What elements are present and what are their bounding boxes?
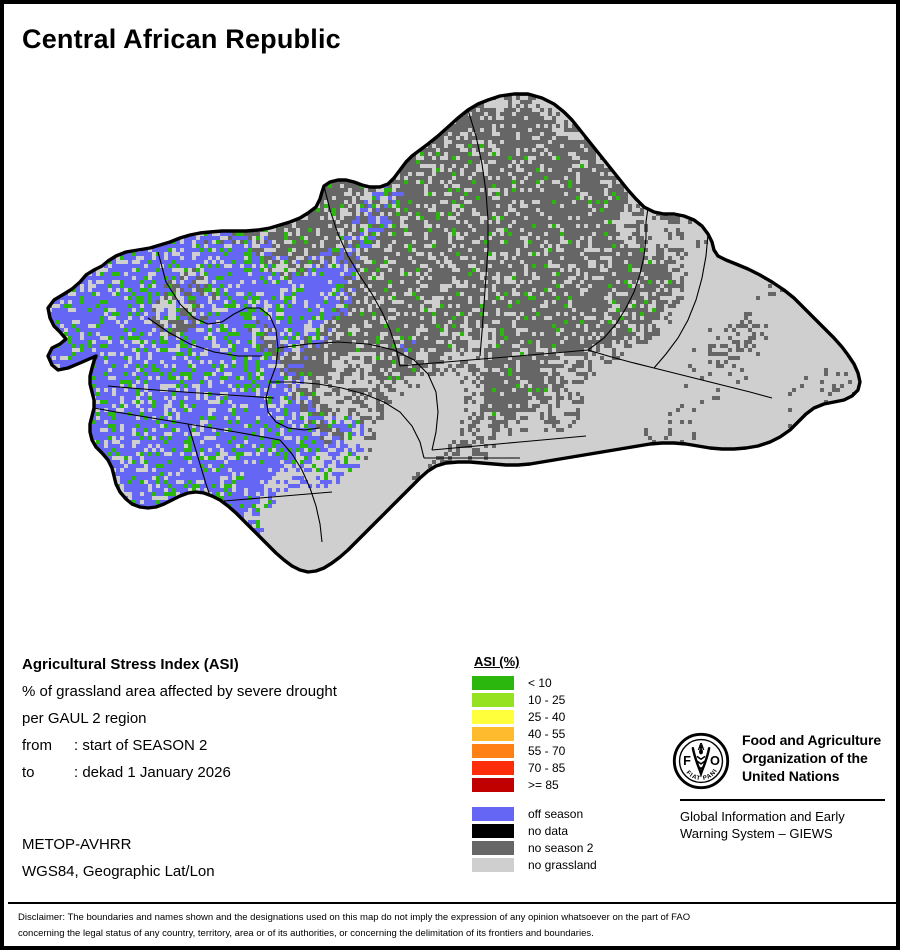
giews-line1: Global Information and Early — [680, 809, 845, 824]
status-legend-label: no grassland — [528, 857, 597, 872]
asi-subtitle: % of grassland area affected by severe d… — [22, 683, 337, 700]
asi-legend-class-label: 10 - 25 — [528, 693, 566, 707]
asi-legend-class-swatch — [472, 676, 514, 690]
fao-name-line1: Food and Agriculture — [742, 732, 882, 748]
asi-legend-class-swatch — [472, 727, 514, 741]
projection-label: WGS84, Geographic Lat/Lon — [22, 863, 215, 880]
giews-line2: Warning System – GIEWS — [680, 826, 833, 842]
asi-legend-class-swatch — [472, 744, 514, 758]
asi-legend-title: ASI (%) — [474, 654, 520, 669]
disclaimer: Disclaimer: The boundaries and names sho… — [18, 910, 890, 941]
asi-legend-class-row: 40 - 55 — [472, 726, 662, 742]
period-to-row: to : dekad 1 January 2026 — [22, 764, 452, 781]
asi-legend-class-label: >= 85 — [528, 778, 559, 792]
asi-legend-class-label: < 10 — [528, 676, 552, 690]
period-from-value: : start of SEASON 2 — [74, 737, 208, 754]
period-to-key: to — [22, 764, 35, 781]
status-legend-label: off season — [528, 806, 584, 821]
status-legend: off season no data no season 2 no grassland — [472, 805, 662, 873]
asi-legend-class-swatch — [472, 778, 514, 792]
giews-name: Global Information and Early Warning Sys… — [680, 808, 887, 843]
asi-legend-class-row: 55 - 70 — [472, 743, 662, 759]
disclaimer-line2: concerning the legal status of any count… — [18, 927, 594, 939]
status-legend-label: no season 2 — [528, 840, 594, 855]
asi-legend-class-row: 10 - 25 — [472, 692, 662, 708]
asi-legend-class-label: 40 - 55 — [528, 727, 566, 741]
asi-legend-class-row: 25 - 40 — [472, 709, 662, 725]
asi-legend-class-label: 25 - 40 — [528, 710, 566, 724]
disclaimer-line1: Disclaimer: The boundaries and names sho… — [18, 912, 691, 923]
fao-name-line3: United Nations — [742, 767, 840, 784]
status-legend-row: off season — [472, 805, 662, 822]
asi-legend-class-swatch — [472, 761, 514, 775]
fao-logo-icon: F A O FIAT PANIS — [672, 732, 730, 790]
info-block: Agricultural Stress Index (ASI) % of gra… — [22, 656, 452, 791]
status-legend-swatch — [472, 857, 514, 872]
status-legend-swatch — [472, 806, 514, 821]
status-legend-swatch — [472, 823, 514, 838]
disclaimer-divider — [8, 902, 900, 904]
asi-legend-class-label: 70 - 85 — [528, 761, 566, 775]
status-legend-label: no data — [528, 823, 569, 838]
status-legend-list: off season no data no season 2 no grassland — [472, 805, 662, 873]
asi-legend-class-label: 55 - 70 — [528, 744, 566, 758]
asi-legend-class-swatch — [472, 693, 514, 707]
map-canvas[interactable] — [8, 56, 900, 641]
fao-org-name: Food and Agriculture Organization of the… — [742, 732, 881, 785]
fao-header: F A O FIAT PANIS Food and Agriculture Or… — [672, 732, 887, 790]
asi-legend: ASI (%) < 10 10 - 25 25 - 40 40 - 55 55 - 70… — [472, 654, 662, 794]
asi-region-line: per GAUL 2 region — [22, 710, 147, 727]
map-svg[interactable] — [8, 56, 900, 641]
fao-name-line2: Organization of the — [742, 749, 868, 766]
map-admin-boundaries — [93, 109, 773, 543]
source-block: METOP-AVHRR WGS84, Geographic Lat/Lon — [22, 836, 452, 890]
status-legend-row: no grassland — [472, 856, 662, 873]
asi-legend-class-row: >= 85 — [472, 777, 662, 793]
fao-block: F A O FIAT PANIS Food and Agriculture Or… — [672, 732, 887, 843]
asi-legend-class-row: < 10 — [472, 675, 662, 691]
fao-divider — [680, 799, 885, 801]
period-from-key: from — [22, 737, 52, 754]
period-to-value: : dekad 1 January 2026 — [74, 764, 231, 781]
period-from-row: from : start of SEASON 2 — [22, 737, 452, 754]
asi-heading: Agricultural Stress Index (ASI) — [22, 656, 239, 673]
asi-legend-class-row: 70 - 85 — [472, 760, 662, 776]
status-legend-row: no season 2 — [472, 839, 662, 856]
status-legend-row: no data — [472, 822, 662, 839]
asi-legend-class-list: < 10 10 - 25 25 - 40 40 - 55 55 - 70 70 - 85 >… — [472, 675, 662, 793]
page-title: Central African Republic — [22, 24, 341, 54]
status-legend-swatch — [472, 840, 514, 855]
sensor-label: METOP-AVHRR — [22, 836, 132, 853]
asi-legend-class-swatch — [472, 710, 514, 724]
